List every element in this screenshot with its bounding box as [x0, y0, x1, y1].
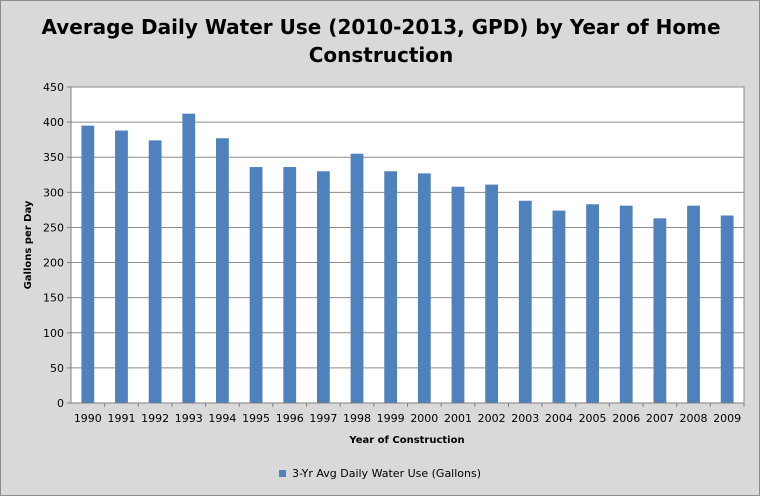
- x-tick-label: 2001: [444, 412, 472, 425]
- bar-1999: [384, 171, 398, 403]
- bar-1997: [316, 171, 330, 403]
- bar-2005: [586, 204, 599, 403]
- y-tick-label: 450: [43, 81, 64, 94]
- bar-2008: [687, 205, 700, 403]
- x-tick-label: 2005: [579, 412, 607, 425]
- bars: [81, 113, 734, 404]
- y-axis-title: Gallons per Day: [23, 200, 34, 289]
- x-tick-label: 2003: [511, 412, 539, 425]
- x-tick-label: 1998: [343, 412, 371, 425]
- y-axis-tick-labels: 0 50 100 150 200 250 300 350 400 450: [43, 81, 71, 410]
- bar-1998: [350, 153, 364, 403]
- chart-title: Average Daily Water Use (2010-2013, GPD)…: [41, 15, 721, 67]
- x-tick-label: 1995: [242, 412, 270, 425]
- x-tick-label: 1992: [141, 412, 169, 425]
- y-tick-label: 250: [43, 221, 64, 234]
- bar-1991: [115, 130, 128, 403]
- bar-2004: [552, 210, 566, 403]
- y-tick-label: 400: [43, 116, 64, 129]
- x-axis-title: Year of Construction: [348, 435, 464, 446]
- bar-1995: [249, 167, 263, 403]
- x-tick-label: 2006: [612, 412, 640, 425]
- legend-label: 3-Yr Avg Daily Water Use (Gallons): [291, 467, 482, 480]
- x-tick-label: 2007: [646, 412, 674, 425]
- y-tick-label: 350: [43, 151, 64, 164]
- y-tick-label: 0: [57, 397, 64, 410]
- x-tick-label: 1991: [107, 412, 135, 425]
- x-tick-label: 2002: [478, 412, 506, 425]
- x-tick-label: 1993: [175, 412, 203, 425]
- x-tick-label: 2008: [680, 412, 708, 425]
- y-tick-label: 50: [50, 362, 64, 375]
- bar-1994: [216, 138, 229, 404]
- x-tick-label: 1994: [208, 412, 236, 425]
- bar-1992: [148, 140, 162, 403]
- y-tick-label: 100: [43, 327, 64, 340]
- y-tick-label: 200: [43, 257, 64, 270]
- y-tick-label: 150: [43, 292, 64, 305]
- bar-1993: [182, 113, 196, 403]
- bar-2000: [417, 173, 431, 403]
- x-tick-label: 2009: [713, 412, 741, 425]
- legend: 3-Yr Avg Daily Water Use (Gallons): [1, 467, 759, 480]
- bar-2009: [720, 215, 734, 403]
- x-tick-label: 1999: [377, 412, 405, 425]
- bar-1990: [81, 125, 95, 403]
- x-tick-label: 1997: [309, 412, 337, 425]
- x-tick-label: 2000: [410, 412, 438, 425]
- bar-2002: [485, 184, 499, 403]
- bar-2003: [518, 200, 532, 403]
- legend-swatch: [278, 470, 286, 477]
- y-tick-label: 300: [43, 186, 64, 199]
- x-axis-tick-labels: 1990 1991 1992 1993 1994 1995 1996 1997 1998 1999…: [74, 403, 745, 425]
- x-tick-label: 1990: [74, 412, 102, 425]
- bar-2006: [619, 205, 633, 403]
- x-tick-label: 2004: [545, 412, 573, 425]
- bar-2001: [451, 186, 465, 403]
- bar-2007: [653, 218, 667, 403]
- bar-1996: [283, 167, 297, 403]
- plot-area: [70, 86, 745, 404]
- x-tick-label: 1996: [276, 412, 304, 425]
